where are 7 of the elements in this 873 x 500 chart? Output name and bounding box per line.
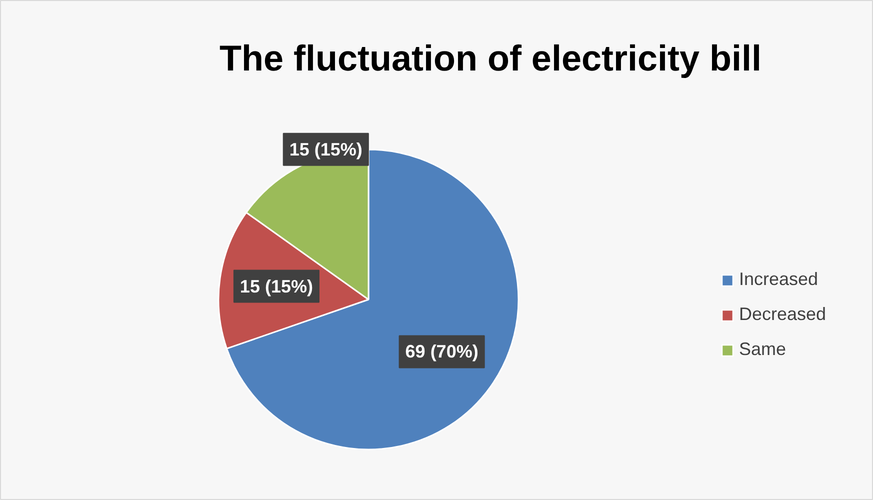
chart-title: The fluctuation of electricity bill xyxy=(219,38,762,78)
data-label: 15 (15%) xyxy=(240,276,313,296)
data-label: 15 (15%) xyxy=(289,139,362,160)
legend-label: Increased xyxy=(739,269,818,290)
data-label: 69 (70%) xyxy=(405,342,478,362)
legend-label: Decreased xyxy=(739,304,826,325)
legend-label: Same xyxy=(739,339,786,360)
